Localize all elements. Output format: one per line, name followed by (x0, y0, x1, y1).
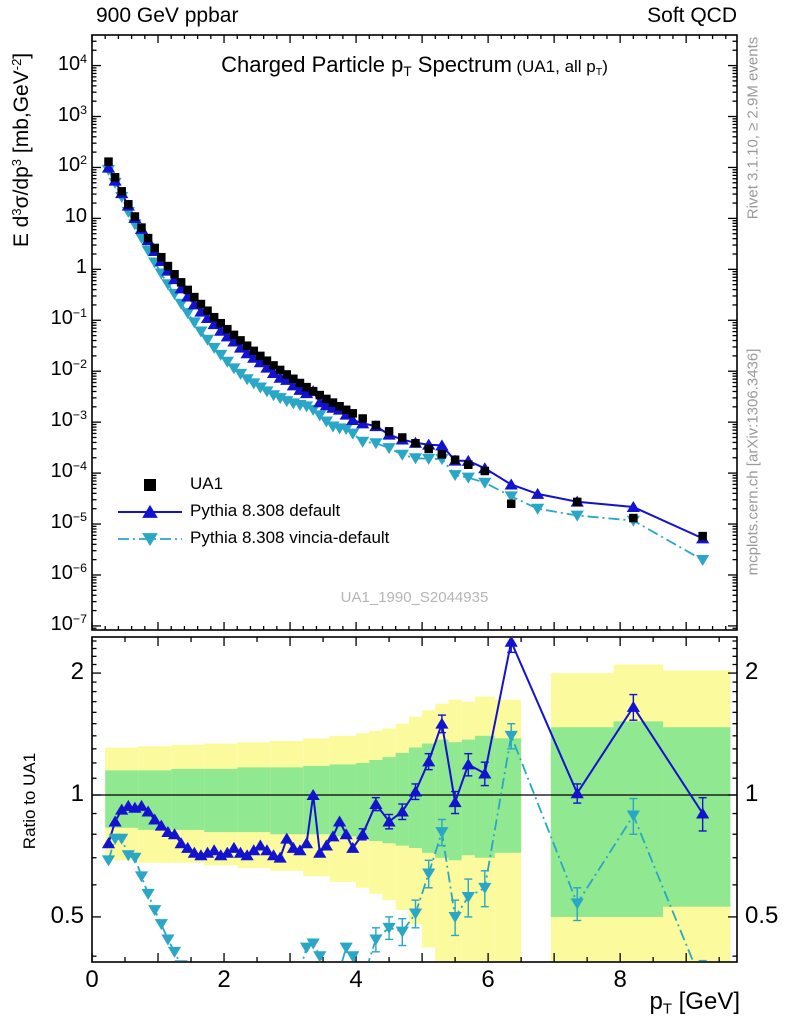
mcplots-source-label: mcplots.cern.ch [arXiv:1306.3436] (744, 348, 762, 576)
axis-tick-label: 10−5 (50, 510, 87, 534)
plot-title-row: Charged Particle pT Spectrum (UA1, all p… (92, 52, 737, 78)
axis-tick-label: 0.5 (50, 901, 84, 929)
legend-label-pythia-default: Pythia 8.308 default (190, 501, 341, 520)
axis-tick-label: 6 (481, 966, 495, 993)
spectrum-series (101, 157, 710, 567)
axis-tick-label: 8 (613, 966, 627, 993)
axis-tick-label: 1 (745, 780, 759, 807)
axis-tick-label: 2 (70, 658, 84, 686)
axis-tick-label: 10−2 (50, 357, 87, 381)
axis-tick-label: 104 (57, 51, 87, 75)
axis-tick-label: 2 (745, 658, 759, 686)
legend-label-pythia-vincia: Pythia 8.308 vincia-default (190, 528, 390, 547)
axis-tick-label: 0 (85, 966, 99, 993)
rivet-version-label: Rivet 3.1.10, ≥ 2.9M events (744, 36, 762, 220)
plot-title: Charged Particle pT Spectrum (221, 52, 512, 80)
axis-tick-label: 10 (64, 205, 87, 228)
legend-label-ua1: UA1 (190, 474, 224, 493)
beam-energy-label: 900 GeV ppbar (96, 4, 239, 27)
axis-tick-label: 1 (75, 256, 87, 279)
axis-tick-label: 0.5 (745, 901, 779, 929)
axis-tick-label: 10−6 (50, 561, 87, 584)
analysis-id-watermark: UA1_1990_S2044935 (340, 589, 489, 606)
legend-markers (118, 479, 182, 547)
axes-frame (91, 34, 738, 963)
axis-tick-label: 2 (217, 966, 231, 993)
plot-title-annotation: (UA1, all pT) (516, 57, 608, 79)
axis-tick-label: 10−4 (50, 459, 87, 483)
axis-tick-label: 103 (57, 102, 87, 126)
axis-tick-label: 4 (349, 966, 363, 993)
axis-tick-label: 102 (57, 153, 87, 177)
axis-tick-label: 10−1 (50, 306, 87, 330)
ratio-series (101, 638, 710, 961)
x-axis-label: pT [GeV] (649, 988, 740, 1018)
axis-tick-label: 10−7 (50, 612, 87, 635)
process-group-label: Soft QCD (647, 4, 737, 27)
axis-tick-label: 10−3 (50, 408, 87, 432)
axis-tick-label: 1 (70, 780, 84, 807)
